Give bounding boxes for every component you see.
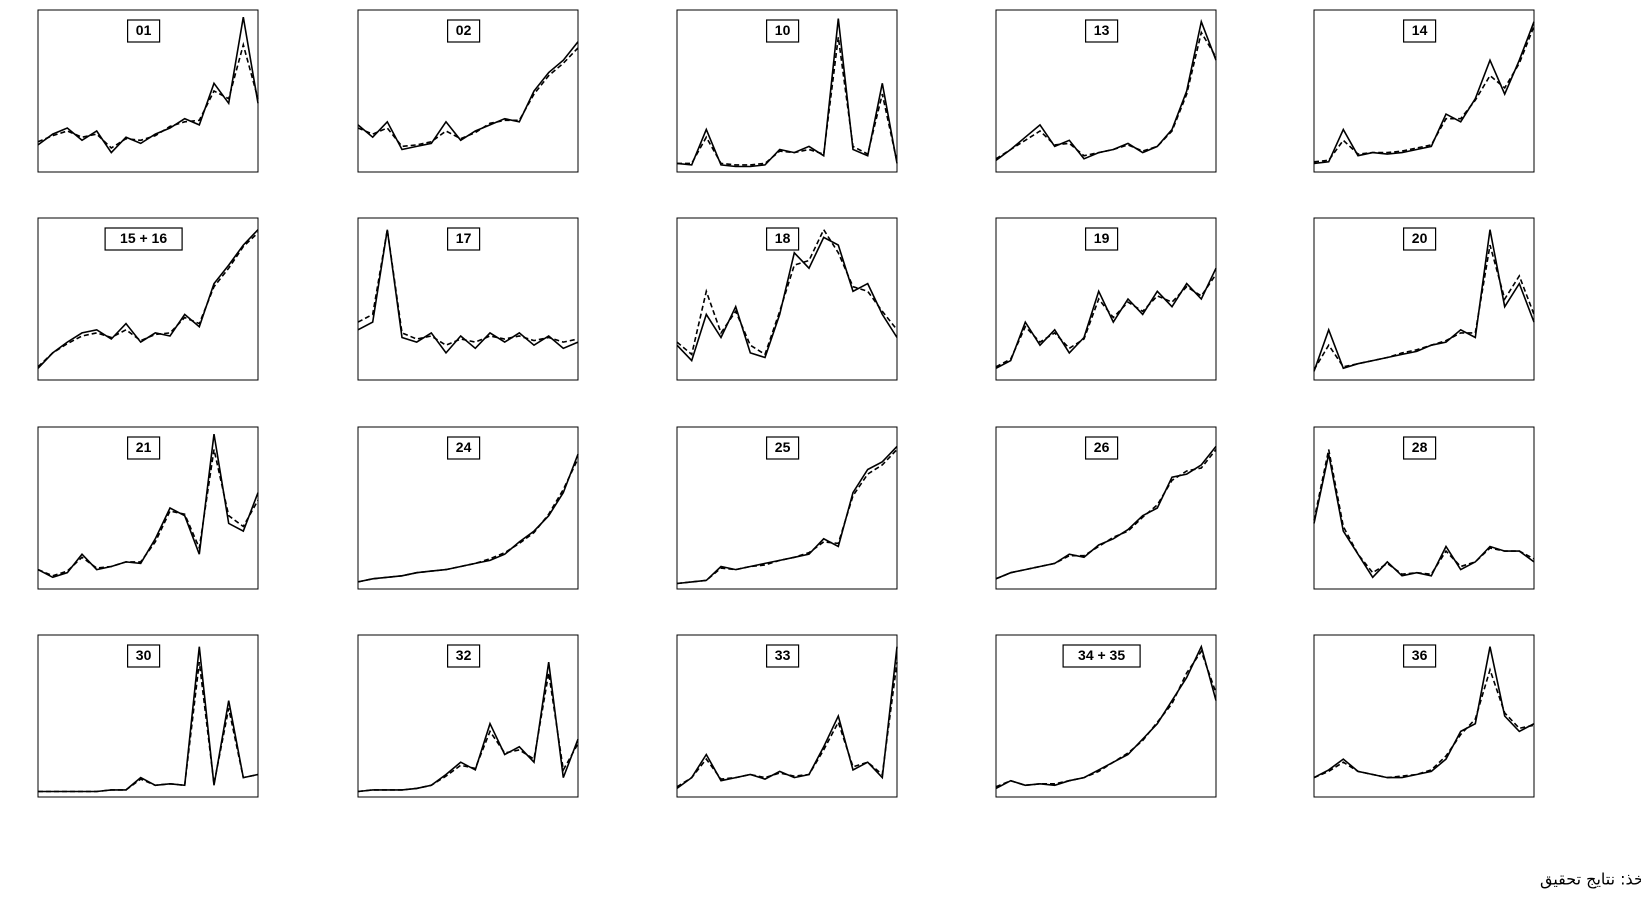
chart-title: 36	[1412, 647, 1428, 663]
chart-title: 34 + 35	[1078, 647, 1125, 663]
series-line	[38, 45, 258, 148]
chart-title: 26	[1094, 439, 1110, 455]
series-line	[677, 647, 897, 789]
chart-title: 33	[775, 647, 791, 663]
chart-title: 18	[775, 230, 791, 246]
chart-title: 32	[456, 647, 472, 663]
series-line	[358, 673, 578, 792]
chart-title: 10	[775, 22, 791, 38]
series-line	[996, 651, 1216, 787]
source-note: مأخذ: نتایج تحقیق	[1540, 868, 1641, 890]
series-line	[38, 233, 258, 367]
series-line	[38, 662, 258, 791]
series-line	[1314, 230, 1534, 372]
series-line	[677, 450, 897, 584]
series-line	[1314, 245, 1534, 370]
chart-title: 21	[136, 439, 152, 455]
chart-title: 28	[1412, 439, 1428, 455]
chart-title: 13	[1094, 22, 1110, 38]
series-line	[996, 450, 1216, 579]
series-line	[996, 446, 1216, 578]
series-line	[358, 662, 578, 791]
series-line	[1314, 26, 1534, 162]
series-line	[677, 662, 897, 787]
series-line	[996, 33, 1216, 159]
chart-title: 30	[136, 647, 152, 663]
series-line	[996, 268, 1216, 368]
series-line	[677, 37, 897, 165]
series-line	[38, 450, 258, 576]
chart-title: 20	[1412, 230, 1428, 246]
chart-title: 25	[775, 439, 791, 455]
chart-title: 24	[456, 439, 472, 455]
series-line	[1314, 22, 1534, 164]
chart-title: 19	[1094, 230, 1110, 246]
series-line	[358, 42, 578, 150]
series-line	[1314, 450, 1534, 575]
series-line	[38, 647, 258, 792]
series-line	[1314, 454, 1534, 577]
series-line	[358, 48, 578, 146]
series-line	[677, 446, 897, 583]
chart-title: 17	[456, 230, 472, 246]
chart-grid: مأخذ: نتایج تحقیق 01 02 10 13 14 15 + 16 17 18 1…	[0, 0, 1641, 914]
chart-title: 14	[1412, 22, 1428, 38]
chart-title: 02	[456, 22, 472, 38]
series-line	[677, 237, 897, 360]
chart-title: 01	[136, 22, 152, 38]
chart-title: 15 + 16	[120, 230, 167, 246]
